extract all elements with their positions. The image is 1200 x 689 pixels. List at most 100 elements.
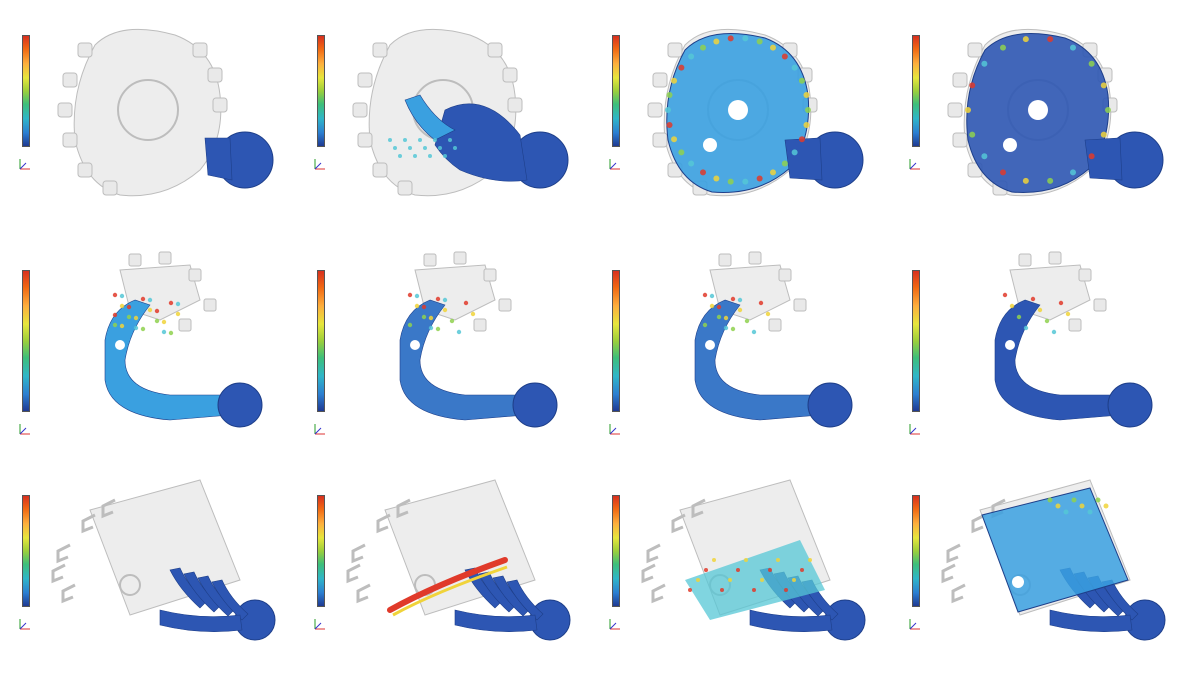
hot-spot	[1002, 292, 1008, 298]
edge-temperature-spot	[1022, 36, 1029, 43]
riser-tab	[357, 72, 373, 88]
bore-hole	[728, 100, 748, 120]
axis-triad-icon	[314, 424, 325, 435]
axis-triad-icon	[19, 159, 30, 170]
edge-temperature-spot	[665, 107, 671, 113]
riser-pipe	[351, 543, 366, 564]
riser-tab	[1093, 298, 1107, 312]
hot-spot	[1023, 325, 1029, 331]
hot-spot	[792, 578, 796, 582]
hot-spot	[1058, 300, 1064, 306]
melt-splash	[388, 138, 392, 142]
simulation-panel	[0, 470, 290, 680]
riser-tab	[62, 132, 78, 148]
riser-tab	[507, 97, 523, 113]
hot-spot	[463, 300, 469, 306]
hot-spot	[449, 318, 455, 324]
axis-triad-icon	[19, 424, 30, 435]
riser-pipe	[941, 563, 956, 584]
edge-temperature-spot	[756, 38, 763, 45]
bracket-arm	[694, 299, 821, 421]
riser-pipe	[56, 543, 71, 564]
riser-tab	[793, 298, 807, 312]
hot-spot	[428, 325, 434, 331]
hot-spot	[716, 314, 722, 320]
riser-tab	[473, 318, 487, 332]
runner-finger	[211, 579, 249, 621]
riser-tab	[357, 132, 373, 148]
simulation-panel	[0, 10, 290, 220]
edge-temperature-spot	[1047, 36, 1054, 43]
melt-splash	[453, 146, 457, 150]
hot-spot	[1016, 314, 1022, 320]
color-legend-bar	[317, 270, 325, 412]
riser-pipe	[396, 498, 411, 519]
riser-tab	[77, 162, 93, 178]
riser-tab	[952, 132, 968, 148]
hot-spot	[161, 329, 167, 335]
casting-visualization	[51, 479, 276, 641]
hot-spot	[119, 293, 125, 299]
melt-splash	[438, 146, 442, 150]
hot-spot	[126, 314, 132, 320]
hot-spot	[1051, 329, 1057, 335]
riser-pipe	[61, 583, 76, 604]
runner	[434, 103, 528, 182]
edge-temperature-spot	[770, 169, 776, 176]
riser-pipe	[346, 563, 361, 584]
hot-spot	[154, 308, 160, 314]
simulation-panel	[295, 470, 585, 680]
simulation-panel	[295, 230, 585, 440]
axis-triad-icon	[609, 619, 620, 630]
gate-disc	[529, 599, 571, 641]
bore-hole	[1003, 138, 1017, 152]
riser-tab	[352, 102, 368, 118]
casting-visualization	[994, 251, 1153, 428]
hot-spot	[414, 293, 420, 299]
riser-tab	[483, 268, 497, 282]
simulation-panel	[890, 230, 1180, 440]
hot-spot	[147, 297, 153, 303]
edge-temperature-spot	[713, 38, 720, 45]
edge-temperature-spot	[1100, 82, 1107, 89]
hot-spot	[421, 314, 427, 320]
flow-front	[404, 94, 456, 141]
hot-spot	[1030, 296, 1036, 302]
bore-hole	[1005, 340, 1015, 350]
simulation-panel	[590, 230, 880, 440]
hot-spot	[728, 578, 732, 582]
color-legend-bar	[22, 35, 30, 147]
edge-temperature-spot	[969, 131, 976, 138]
hot-spot	[442, 307, 448, 313]
melt-splash	[398, 154, 402, 158]
hot-spot	[784, 588, 788, 592]
hot-spot	[704, 568, 708, 572]
color-legend-bar	[912, 270, 920, 412]
runner	[1084, 137, 1123, 181]
edge-temperature-spot	[981, 153, 988, 160]
riser-pipe	[946, 543, 961, 564]
runner-bar	[749, 609, 833, 632]
riser-tab	[372, 162, 388, 178]
runner-bar	[159, 609, 243, 632]
hot-spot	[456, 329, 462, 335]
edge-temperature-spot	[805, 107, 811, 113]
hot-spot	[168, 330, 174, 336]
edge-temperature-spot	[969, 82, 976, 89]
casting-visualization	[647, 28, 864, 197]
riser-tab	[947, 102, 963, 118]
hot-spot	[752, 588, 756, 592]
hot-spot	[730, 326, 736, 332]
riser-tab	[1048, 251, 1062, 265]
edge-temperature-spot	[781, 160, 788, 167]
casting-visualization	[941, 479, 1166, 641]
edge-temperature-spot	[671, 136, 678, 143]
gate-disc	[234, 599, 276, 641]
axis-triad-icon	[909, 619, 920, 630]
hot-spot	[140, 296, 146, 302]
hot-spot	[470, 311, 476, 317]
edge-temperature-spot	[1022, 177, 1029, 184]
axis-triad-icon	[314, 619, 325, 630]
hot-spot	[147, 307, 153, 313]
runner-bar	[1049, 609, 1133, 632]
